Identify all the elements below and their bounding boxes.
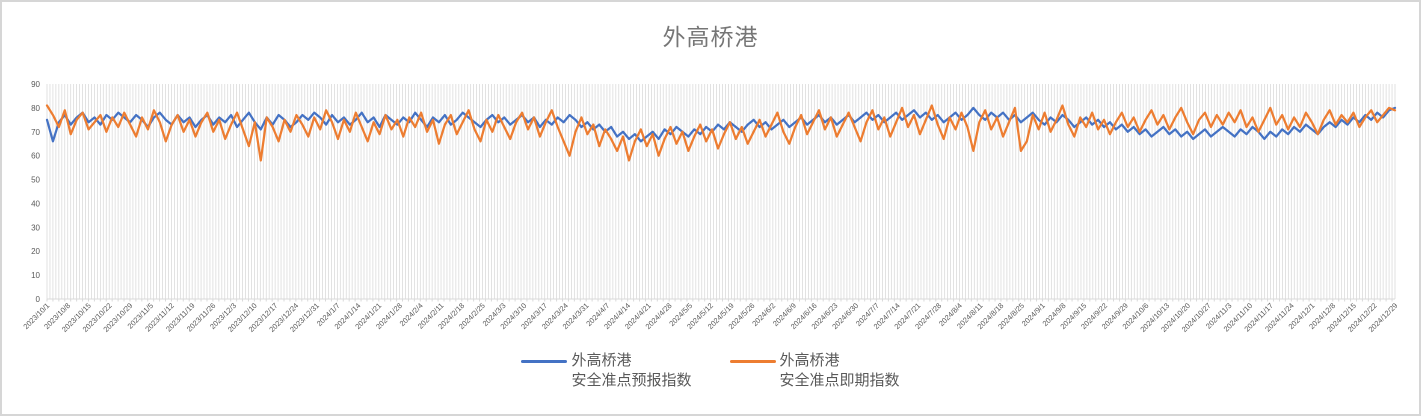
- legend-label-forecast-line2: 安全准点预报指数: [571, 372, 692, 389]
- series-spot-index-line: [45, 104, 1397, 162]
- legend-swatch-spot-line: [729, 360, 776, 363]
- x-axis: [46, 298, 1395, 302]
- y-tick-label: 90: [31, 80, 40, 89]
- y-tick-label: 40: [31, 199, 40, 208]
- y-axis-tick-labels: 0 10 20 30 40 50 60 70 80 90: [31, 80, 40, 304]
- legend: 外高桥港 安全准点预报指数 外高桥港 安全准点即期指数: [2, 351, 1419, 391]
- y-tick-label: 20: [31, 247, 40, 256]
- y-tick-label: 30: [31, 223, 40, 232]
- chart-title: 外高桥港: [662, 24, 759, 50]
- legend-swatch-forecast-line: [521, 360, 568, 363]
- legend-label-spot-line2: 安全准点即期指数: [779, 372, 900, 389]
- gridlines-group: [46, 84, 1396, 299]
- legend-label-forecast-line1: 外高桥港: [571, 352, 632, 369]
- series-forecast-index-line: [45, 106, 1397, 143]
- x-axis-tick-labels: 2023/10/12023/10/82023/10/152023/10/2220…: [21, 301, 1399, 334]
- y-tick-label: 70: [31, 128, 40, 137]
- legend-item-forecast[interactable]: 外高桥港 安全准点预报指数: [521, 351, 692, 391]
- legend-item-spot[interactable]: 外高桥港 安全准点即期指数: [729, 351, 900, 391]
- line-chart: 0 10 20 30 40 50 60 70 80 90 2023/10/12023/10/8202…: [21, 80, 1399, 334]
- y-tick-label: 60: [31, 152, 40, 161]
- y-tick-label: 10: [31, 271, 40, 280]
- legend-label-spot-line1: 外高桥港: [779, 352, 840, 369]
- y-tick-label: 0: [36, 295, 41, 304]
- y-tick-label: 50: [31, 176, 40, 185]
- y-tick-label: 80: [31, 104, 40, 113]
